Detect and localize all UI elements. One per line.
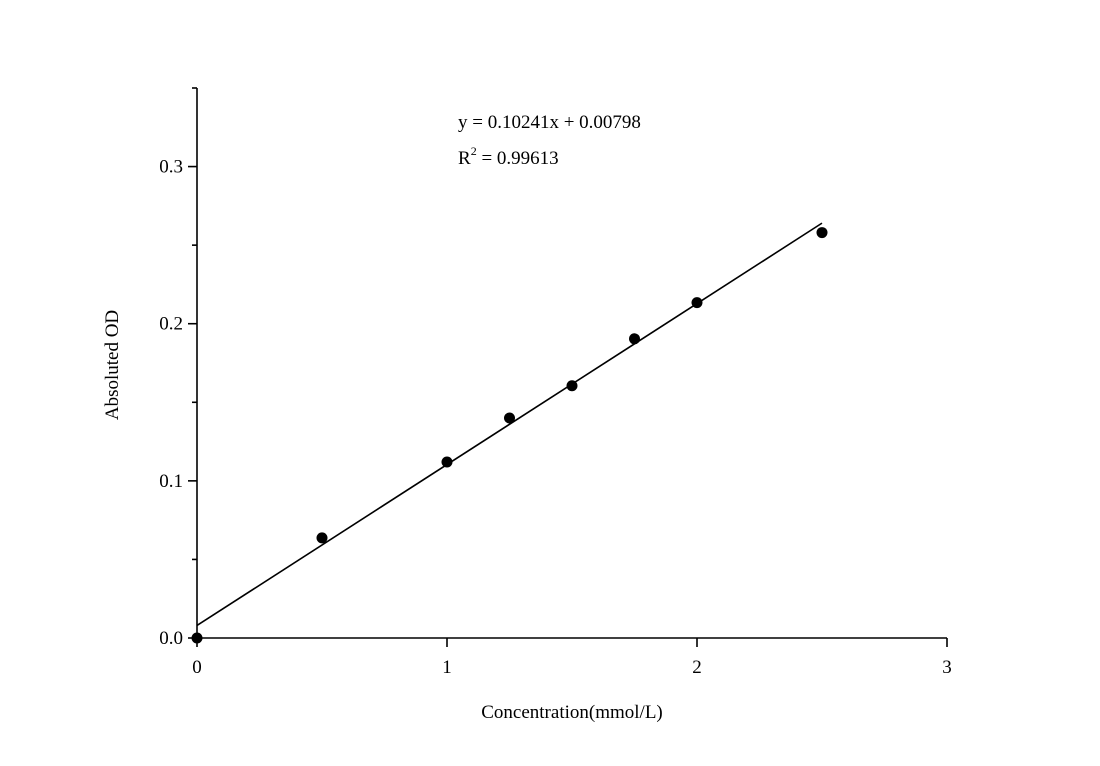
y-tick-label: 0.0 [159,628,183,649]
data-point [504,412,515,424]
y-axis-title: Absoluted OD [102,310,123,420]
r-squared: R2 = 0.99613 [458,144,559,169]
data-point [691,297,703,309]
y-tick-label: 0.3 [159,157,183,178]
r-squared-symbol: R [458,148,471,169]
r-squared-value: = 0.99613 [477,148,559,169]
y-tick-label: 0.1 [159,471,183,492]
x-tick-label: 0 [192,657,202,678]
fit-line [196,222,823,627]
data-point [816,227,828,239]
data-point [441,456,453,468]
data-point [629,333,640,345]
data-point [566,380,578,392]
x-axis-title: Concentration(mmol/L) [481,702,663,723]
data-point [191,632,203,644]
x-tick-label: 1 [442,657,452,678]
y-tick-label: 0.2 [159,314,183,335]
r-squared-exponent: 2 [471,144,477,158]
x-tick-label: 3 [942,657,952,678]
x-tick-label: 2 [692,657,702,678]
data-point [316,532,328,544]
equation: y = 0.10241x + 0.00798 [458,112,641,133]
